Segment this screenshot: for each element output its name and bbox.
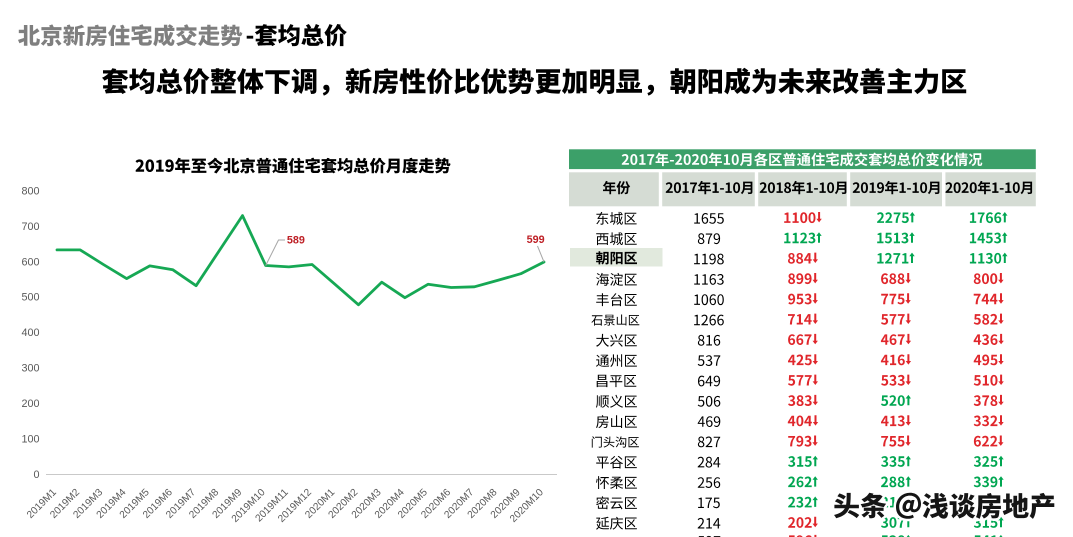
svg-text:0: 0 [33, 469, 39, 481]
svg-text:400: 400 [21, 327, 39, 339]
svg-text:599: 599 [527, 234, 545, 246]
svg-text:300: 300 [21, 363, 39, 375]
svg-text:500: 500 [21, 292, 39, 304]
svg-text:200: 200 [21, 398, 39, 410]
svg-text:700: 700 [21, 221, 39, 233]
svg-text:100: 100 [21, 433, 39, 445]
svg-text:600: 600 [21, 256, 39, 268]
svg-text:589: 589 [287, 234, 305, 246]
svg-text:800: 800 [21, 186, 39, 198]
